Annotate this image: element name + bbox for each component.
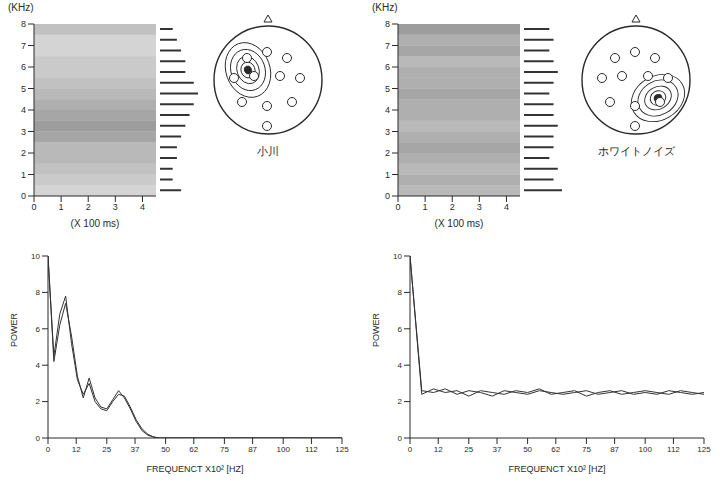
svg-text:2: 2 [21, 148, 26, 158]
svg-text:2: 2 [450, 202, 455, 212]
svg-text:8: 8 [385, 19, 390, 29]
svg-text:50: 50 [523, 445, 532, 454]
svg-text:87: 87 [248, 445, 257, 454]
svg-text:4: 4 [398, 361, 403, 370]
svg-text:8: 8 [21, 19, 26, 29]
svg-text:5: 5 [385, 84, 390, 94]
svg-text:25: 25 [102, 445, 111, 454]
svg-text:0: 0 [408, 445, 413, 454]
svg-text:1: 1 [21, 170, 26, 180]
svg-text:87: 87 [610, 445, 619, 454]
svg-text:112: 112 [667, 445, 680, 454]
svg-text:1: 1 [385, 170, 390, 180]
svg-text:75: 75 [582, 445, 591, 454]
svg-text:6: 6 [385, 62, 390, 72]
html-text:ホワイトノイズ: ホワイトノイズ [597, 145, 675, 157]
svg-text:1: 1 [59, 202, 64, 212]
svg-text:POWER: POWER [9, 312, 19, 347]
svg-text:FREQUENCT X10² [HZ]: FREQUENCT X10² [HZ] [147, 464, 244, 474]
svg-text:2: 2 [398, 397, 403, 406]
svg-text:6: 6 [36, 325, 41, 334]
svg-text:12: 12 [434, 445, 443, 454]
svg-text:POWER: POWER [371, 312, 381, 347]
svg-text:8: 8 [36, 288, 41, 297]
svg-text:62: 62 [189, 445, 198, 454]
svg-text:6: 6 [398, 325, 403, 334]
svg-text:3: 3 [113, 202, 118, 212]
svg-text:4: 4 [504, 202, 509, 212]
svg-text:4: 4 [21, 105, 26, 115]
svg-text:0: 0 [36, 434, 41, 443]
html-text:(X 100 ms): (X 100 ms) [434, 218, 484, 229]
html-text:小川: 小川 [257, 145, 279, 157]
svg-text:3: 3 [477, 202, 482, 212]
html-text:(KHz): (KHz) [372, 2, 398, 13]
svg-text:7: 7 [21, 41, 26, 51]
svg-text:2: 2 [385, 148, 390, 158]
svg-text:3: 3 [21, 127, 26, 137]
svg-text:100: 100 [277, 445, 291, 454]
svg-text:10: 10 [393, 252, 402, 261]
svg-text:FREQUENCT X10² [HZ]: FREQUENCT X10² [HZ] [509, 464, 606, 474]
svg-text:100: 100 [639, 445, 653, 454]
html-text:(KHz): (KHz) [8, 2, 34, 13]
svg-text:4: 4 [36, 361, 41, 370]
svg-text:0: 0 [46, 445, 51, 454]
svg-text:4: 4 [140, 202, 145, 212]
svg-text:2: 2 [36, 397, 41, 406]
svg-text:8: 8 [398, 288, 403, 297]
svg-text:12: 12 [72, 445, 81, 454]
svg-text:25: 25 [464, 445, 473, 454]
svg-text:2: 2 [86, 202, 91, 212]
svg-text:50: 50 [161, 445, 170, 454]
svg-text:5: 5 [21, 84, 26, 94]
svg-text:7: 7 [385, 41, 390, 51]
svg-text:0: 0 [395, 202, 400, 212]
svg-text:6: 6 [21, 62, 26, 72]
svg-text:1: 1 [423, 202, 428, 212]
svg-text:62: 62 [551, 445, 560, 454]
svg-text:37: 37 [131, 445, 140, 454]
svg-text:3: 3 [385, 127, 390, 137]
svg-text:0: 0 [31, 202, 36, 212]
svg-text:4: 4 [385, 105, 390, 115]
svg-text:75: 75 [220, 445, 229, 454]
html-text:(X 100 ms): (X 100 ms) [70, 218, 120, 229]
svg-text:0: 0 [398, 434, 403, 443]
svg-text:0: 0 [385, 191, 390, 201]
svg-text:37: 37 [493, 445, 502, 454]
svg-text:125: 125 [335, 445, 349, 454]
svg-text:10: 10 [31, 252, 40, 261]
svg-text:112: 112 [305, 445, 318, 454]
svg-text:125: 125 [697, 445, 711, 454]
svg-text:0: 0 [21, 191, 26, 201]
